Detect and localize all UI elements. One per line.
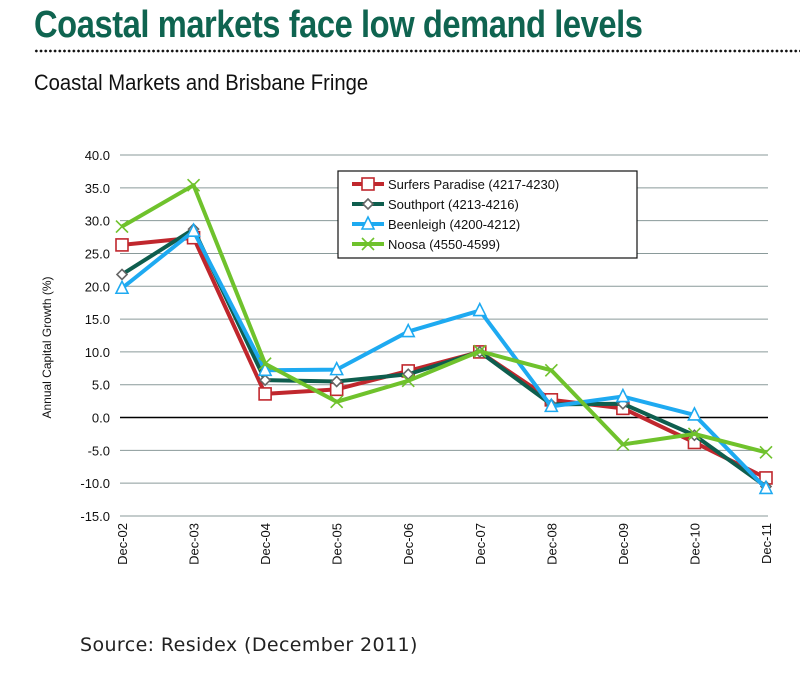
legend-label: Southport (4213-4216)	[388, 197, 519, 212]
data-point	[186, 178, 201, 192]
legend-marker	[361, 237, 375, 251]
legend: Surfers Paradise (4217-4230) Southport (4…	[337, 170, 638, 259]
x-tick-label: Dec-05	[330, 523, 345, 565]
legend-label: Beenleigh (4200-4212)	[388, 217, 520, 232]
data-point	[615, 387, 631, 403]
legend-item: Surfers Paradise (4217-4230)	[352, 177, 559, 192]
legend-item: Beenleigh (4200-4212)	[352, 215, 520, 232]
y-tick-label: 0.0	[92, 411, 110, 426]
series-line	[120, 183, 767, 455]
x-tick-label: Dec-03	[187, 523, 202, 565]
y-tick-label: -5.0	[88, 443, 110, 458]
y-tick-label: 35.0	[85, 181, 110, 196]
series-line	[121, 235, 767, 480]
data-point	[401, 374, 415, 388]
series-line	[120, 227, 768, 489]
headline: Coastal markets face low demand levels	[34, 4, 643, 46]
legend-box	[337, 170, 638, 259]
data-point	[544, 363, 558, 377]
data-point	[330, 395, 344, 409]
data-point	[258, 374, 272, 387]
data-point	[544, 397, 559, 413]
data-point	[115, 238, 129, 252]
legend-marker	[361, 197, 375, 211]
data-point	[759, 445, 773, 459]
legend-item: Southport (4213-4216)	[352, 197, 519, 212]
dotted-divider	[34, 49, 800, 53]
y-tick-label: 25.0	[85, 246, 110, 261]
y-tick-label: 30.0	[85, 214, 110, 229]
data-point	[472, 301, 488, 317]
y-axis-ticks: 40.0 35.0 30.0 25.0 20.0 15.0 10.0 5.0 0.0 -5.0 -1…	[80, 148, 110, 524]
x-tick-label: Dec-10	[687, 523, 702, 565]
series-3	[114, 222, 774, 495]
x-tick-label: Dec-04	[258, 523, 273, 565]
series-line	[120, 229, 768, 490]
data-point	[616, 437, 630, 452]
y-tick-label: 15.0	[85, 312, 110, 327]
data-point	[687, 406, 702, 421]
legend-marker	[361, 177, 375, 191]
data-point	[258, 357, 272, 371]
data-point	[186, 222, 201, 237]
source-note: Source: Residex (December 2011)	[80, 634, 418, 656]
legend-marker	[360, 215, 376, 230]
data-point	[115, 219, 129, 234]
y-tick-label: 20.0	[85, 279, 110, 294]
x-tick-label: Dec-07	[473, 523, 488, 565]
y-tick-label: -10.0	[80, 476, 110, 491]
data-point	[329, 360, 344, 376]
y-tick-label: -15.0	[80, 509, 110, 524]
gridlines	[120, 154, 768, 517]
y-axis-title: Annual Capital Growth (%)	[40, 276, 54, 418]
data-point	[257, 361, 273, 377]
y-tick-label: 10.0	[85, 345, 110, 360]
series-4	[115, 178, 773, 459]
data-point	[473, 344, 487, 358]
chart-subtitle: Coastal Markets and Brisbane Fringe	[34, 70, 369, 95]
data-point	[400, 322, 416, 338]
x-tick-label: Dec-09	[616, 523, 631, 565]
x-tick-label: Dec-08	[544, 523, 559, 565]
series-2	[115, 223, 773, 493]
y-tick-label: 40.0	[85, 148, 110, 163]
data-point	[330, 375, 343, 388]
y-tick-label: 5.0	[92, 378, 110, 393]
legend-label: Surfers Paradise (4217-4230)	[388, 177, 559, 192]
legend-item: Noosa (4550-4599)	[352, 237, 500, 252]
x-axis-ticks: Dec-02 Dec-03 Dec-04 Dec-05 Dec-06 Dec-07 Dec-…	[115, 523, 774, 565]
data-point	[687, 427, 702, 441]
series-lines	[114, 178, 774, 495]
x-tick-label: Dec-06	[401, 523, 416, 565]
legend-label: Noosa (4550-4599)	[388, 237, 500, 252]
data-point	[258, 387, 272, 401]
data-point	[114, 279, 130, 295]
x-tick-label: Dec-02	[115, 523, 130, 565]
data-point	[758, 479, 774, 495]
x-tick-label: Dec-11	[759, 523, 774, 564]
